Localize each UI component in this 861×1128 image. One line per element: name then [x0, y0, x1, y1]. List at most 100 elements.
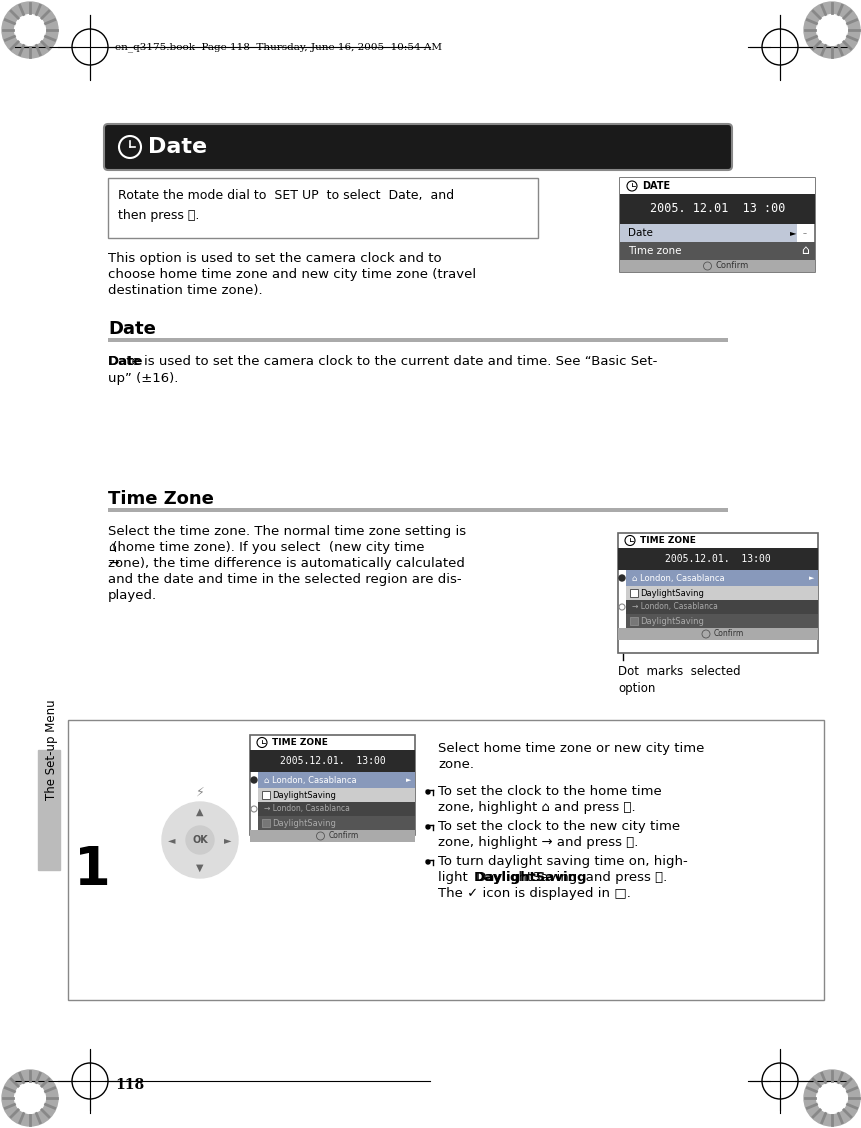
Text: ►: ►: [224, 835, 232, 845]
Text: ⌂: ⌂: [800, 245, 808, 257]
Bar: [38, 750, 60, 870]
Text: 2005.12.01.  13:00: 2005.12.01. 13:00: [279, 756, 385, 766]
Text: ◄: ◄: [168, 835, 176, 845]
Bar: [262, 819, 269, 827]
Text: Time zone: Time zone: [628, 246, 681, 256]
Text: en_q3175.book  Page 118  Thursday, June 16, 2005  10:54 AM: en_q3175.book Page 118 Thursday, June 16…: [115, 42, 442, 52]
Circle shape: [815, 1083, 846, 1113]
Text: choose home time zone and new city time zone (travel: choose home time zone and new city time …: [108, 268, 475, 281]
Text: and the date and time in the selected region are dis-: and the date and time in the selected re…: [108, 573, 461, 587]
Text: up” (±16).: up” (±16).: [108, 372, 178, 385]
Text: To set the clock to the home time: To set the clock to the home time: [437, 785, 661, 797]
Bar: [619, 224, 796, 243]
Text: Confirm: Confirm: [715, 262, 748, 271]
Text: zone, highlight ⌂ and press ⒪.: zone, highlight ⌂ and press ⒪.: [437, 801, 635, 814]
Circle shape: [425, 860, 430, 864]
Circle shape: [425, 825, 430, 829]
Bar: [619, 194, 814, 224]
Circle shape: [2, 1070, 58, 1126]
Text: ▼: ▼: [196, 863, 203, 873]
Bar: [619, 243, 814, 259]
Bar: [68, 720, 823, 1001]
Text: Dot  marks  selected: Dot marks selected: [617, 666, 740, 678]
FancyBboxPatch shape: [104, 124, 731, 170]
Text: Select the time zone. The normal time zone setting is: Select the time zone. The normal time zo…: [108, 525, 466, 538]
Bar: [108, 178, 537, 238]
Circle shape: [2, 2, 58, 58]
Text: Rotate the mode dial to  SET UP  to select  Date,  and: Rotate the mode dial to SET UP to select…: [118, 190, 454, 203]
Text: To set the clock to the new city time: To set the clock to the new city time: [437, 820, 679, 832]
Bar: [262, 791, 269, 799]
Circle shape: [425, 790, 430, 794]
Bar: [257, 802, 414, 816]
Text: TIME ZONE: TIME ZONE: [639, 536, 695, 545]
Text: (home time zone). If you select  (new city time: (home time zone). If you select (new cit…: [108, 541, 424, 554]
Text: DaylightSaving: DaylightSaving: [474, 871, 587, 884]
Bar: [108, 338, 728, 342]
Bar: [257, 788, 414, 802]
Circle shape: [162, 802, 238, 878]
Text: Date is used to set the camera clock to the current date and time. See “Basic Se: Date is used to set the camera clock to …: [108, 355, 657, 368]
Text: Confirm: Confirm: [328, 831, 358, 840]
Text: To turn daylight saving time on, high-: To turn daylight saving time on, high-: [437, 855, 687, 869]
Bar: [257, 816, 414, 830]
Text: Confirm: Confirm: [713, 629, 743, 638]
Text: zone), the time difference is automatically calculated: zone), the time difference is automatica…: [108, 557, 464, 570]
Circle shape: [618, 575, 624, 581]
Text: Date: Date: [148, 136, 207, 157]
Text: → London, Casablanca: → London, Casablanca: [263, 804, 350, 813]
Bar: [250, 750, 414, 772]
Text: Time Zone: Time Zone: [108, 490, 214, 508]
Text: 2005.12.01.  13:00: 2005.12.01. 13:00: [665, 554, 770, 564]
Circle shape: [15, 1083, 46, 1113]
Text: OK: OK: [192, 835, 208, 845]
Bar: [257, 772, 414, 788]
Bar: [250, 830, 414, 841]
Text: destination time zone).: destination time zone).: [108, 284, 263, 297]
Text: ►: ►: [789, 229, 796, 238]
Text: → London, Casablanca: → London, Casablanca: [631, 602, 717, 611]
Text: 2005. 12.01  13 :00: 2005. 12.01 13 :00: [649, 203, 784, 215]
Text: ►: ►: [406, 777, 411, 783]
Text: ▲: ▲: [196, 807, 203, 817]
Circle shape: [803, 1070, 859, 1126]
Text: Select home time zone or new city time: Select home time zone or new city time: [437, 742, 703, 755]
Bar: [625, 587, 817, 600]
Text: zone.: zone.: [437, 758, 474, 772]
Text: →: →: [108, 557, 118, 570]
Text: option: option: [617, 682, 654, 695]
Text: zone, highlight → and press ⒪.: zone, highlight → and press ⒪.: [437, 836, 638, 849]
Bar: [108, 508, 728, 512]
Bar: [625, 614, 817, 628]
Circle shape: [803, 2, 859, 58]
Circle shape: [251, 777, 257, 783]
Text: DaylightSaving: DaylightSaving: [639, 589, 703, 598]
Text: --: --: [802, 230, 807, 236]
Text: ⌂ London, Casablanca: ⌂ London, Casablanca: [263, 776, 356, 784]
Bar: [617, 534, 817, 653]
Text: DaylightSaving: DaylightSaving: [272, 819, 336, 828]
Text: ⚡: ⚡: [195, 785, 204, 799]
Bar: [617, 548, 817, 570]
Bar: [250, 735, 414, 835]
Text: 1: 1: [73, 844, 110, 896]
Text: played.: played.: [108, 589, 157, 602]
Circle shape: [186, 826, 214, 854]
Bar: [617, 628, 817, 640]
Text: Date: Date: [108, 320, 156, 338]
Bar: [619, 178, 814, 272]
Text: ⌂: ⌂: [108, 541, 115, 554]
Text: then press ⒪.: then press ⒪.: [118, 210, 199, 222]
Text: DATE: DATE: [641, 180, 669, 191]
Text: Date: Date: [108, 355, 143, 368]
Text: light  DaylightSaving  and press ⒪.: light DaylightSaving and press ⒪.: [437, 871, 666, 884]
Text: TIME ZONE: TIME ZONE: [272, 738, 327, 747]
Text: DaylightSaving: DaylightSaving: [272, 791, 336, 800]
Text: The ✓ icon is displayed in □.: The ✓ icon is displayed in □.: [437, 887, 630, 900]
Bar: [625, 570, 817, 587]
Text: ⌂ London, Casablanca: ⌂ London, Casablanca: [631, 573, 724, 582]
Circle shape: [15, 15, 46, 45]
Text: This option is used to set the camera clock and to: This option is used to set the camera cl…: [108, 252, 441, 265]
Text: DaylightSaving: DaylightSaving: [639, 617, 703, 626]
Text: ►: ►: [808, 575, 813, 581]
